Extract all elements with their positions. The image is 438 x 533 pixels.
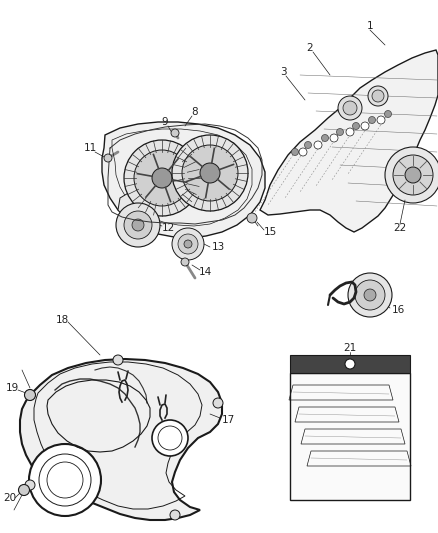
- Circle shape: [116, 203, 160, 247]
- Circle shape: [355, 280, 385, 310]
- Circle shape: [368, 117, 375, 124]
- Text: 15: 15: [263, 227, 277, 237]
- Circle shape: [314, 141, 322, 149]
- Circle shape: [213, 398, 223, 408]
- Circle shape: [171, 129, 179, 137]
- Text: 13: 13: [212, 242, 225, 252]
- Text: 19: 19: [5, 383, 19, 393]
- Circle shape: [152, 168, 172, 188]
- Circle shape: [321, 134, 328, 141]
- Circle shape: [353, 123, 360, 130]
- Circle shape: [364, 289, 376, 301]
- Circle shape: [343, 101, 357, 115]
- Circle shape: [29, 444, 101, 516]
- Text: 8: 8: [192, 107, 198, 117]
- Text: 10: 10: [213, 149, 226, 159]
- Circle shape: [152, 420, 188, 456]
- Circle shape: [124, 140, 200, 216]
- Circle shape: [405, 167, 421, 183]
- Polygon shape: [118, 188, 160, 222]
- Circle shape: [299, 148, 307, 156]
- Circle shape: [247, 213, 257, 223]
- Text: 1: 1: [367, 21, 373, 31]
- Text: 3: 3: [280, 67, 286, 77]
- Circle shape: [181, 258, 189, 266]
- FancyBboxPatch shape: [290, 373, 410, 500]
- Circle shape: [200, 163, 220, 183]
- Text: 12: 12: [161, 223, 175, 233]
- Circle shape: [182, 145, 238, 201]
- Circle shape: [25, 480, 35, 490]
- Circle shape: [372, 90, 384, 102]
- Text: 17: 17: [221, 415, 235, 425]
- Text: 18: 18: [55, 315, 69, 325]
- Circle shape: [25, 390, 35, 400]
- Circle shape: [377, 116, 385, 124]
- Circle shape: [304, 141, 311, 149]
- Circle shape: [385, 147, 438, 203]
- Text: 21: 21: [343, 343, 357, 353]
- Circle shape: [184, 240, 192, 248]
- Circle shape: [368, 86, 388, 106]
- Polygon shape: [290, 355, 410, 373]
- Circle shape: [348, 273, 392, 317]
- Text: 22: 22: [393, 223, 406, 233]
- Polygon shape: [20, 359, 222, 520]
- Polygon shape: [102, 122, 265, 238]
- Text: 14: 14: [198, 267, 212, 277]
- Circle shape: [178, 234, 198, 254]
- Circle shape: [170, 510, 180, 520]
- Circle shape: [18, 484, 29, 496]
- Circle shape: [330, 134, 338, 142]
- Text: 20: 20: [4, 493, 17, 503]
- Circle shape: [104, 154, 112, 162]
- Circle shape: [292, 149, 299, 156]
- Circle shape: [338, 96, 362, 120]
- Circle shape: [385, 110, 392, 117]
- Circle shape: [345, 359, 355, 369]
- Text: 2: 2: [307, 43, 313, 53]
- Circle shape: [132, 219, 144, 231]
- Circle shape: [336, 128, 343, 135]
- Circle shape: [113, 355, 123, 365]
- Text: 16: 16: [392, 305, 405, 315]
- Polygon shape: [260, 50, 438, 232]
- Circle shape: [346, 128, 354, 136]
- Text: 9: 9: [162, 117, 168, 127]
- Circle shape: [172, 228, 204, 260]
- Circle shape: [172, 135, 248, 211]
- Circle shape: [361, 122, 369, 130]
- Circle shape: [124, 211, 152, 239]
- Circle shape: [393, 155, 433, 195]
- Text: 11: 11: [83, 143, 97, 153]
- Circle shape: [25, 390, 35, 400]
- Circle shape: [134, 150, 190, 206]
